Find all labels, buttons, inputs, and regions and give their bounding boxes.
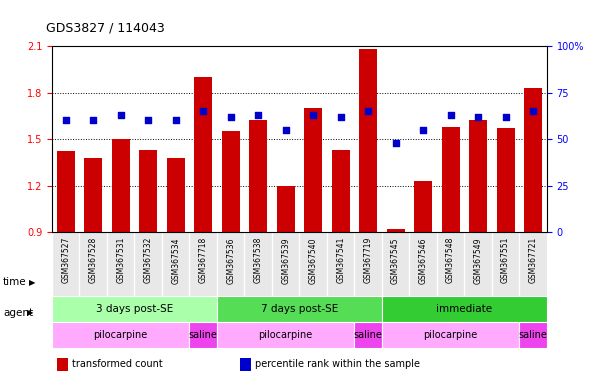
Point: [474, 114, 483, 120]
Text: 3 days post-SE: 3 days post-SE: [96, 304, 173, 314]
Point: [363, 108, 373, 114]
Bar: [442, 127, 459, 232]
Point: [391, 140, 401, 146]
Text: GSM367540: GSM367540: [309, 237, 318, 284]
Point: [529, 108, 538, 114]
Bar: [332, 150, 349, 232]
Point: [226, 114, 236, 120]
Text: GSM367551: GSM367551: [501, 237, 510, 283]
Text: GSM367531: GSM367531: [116, 237, 125, 283]
Point: [144, 118, 153, 124]
Bar: [57, 151, 75, 232]
Text: saline: saline: [519, 330, 547, 340]
Bar: [240, 358, 251, 371]
Text: GSM367545: GSM367545: [391, 237, 400, 284]
Text: GSM367539: GSM367539: [281, 237, 290, 284]
Text: pilocarpine: pilocarpine: [258, 330, 313, 340]
Text: time: time: [3, 277, 27, 287]
Point: [171, 118, 181, 124]
Bar: [112, 139, 130, 232]
Text: ▶: ▶: [29, 278, 36, 287]
Text: saline: saline: [354, 330, 382, 340]
Text: GSM367548: GSM367548: [446, 237, 455, 283]
Text: GSM367534: GSM367534: [171, 237, 180, 284]
Bar: [519, 322, 547, 348]
Text: GSM367538: GSM367538: [254, 237, 263, 283]
Bar: [277, 185, 295, 232]
Text: saline: saline: [189, 330, 218, 340]
Point: [254, 112, 263, 118]
Bar: [354, 322, 382, 348]
Bar: [194, 77, 212, 232]
Text: 7 days post-SE: 7 days post-SE: [261, 304, 338, 314]
Text: GSM367527: GSM367527: [61, 237, 70, 283]
Point: [281, 127, 291, 133]
Bar: [222, 131, 240, 232]
Text: percentile rank within the sample: percentile rank within the sample: [255, 359, 420, 369]
Text: transformed count: transformed count: [71, 359, 163, 369]
Text: GSM367536: GSM367536: [226, 237, 235, 284]
Bar: [382, 296, 547, 322]
Text: GSM367528: GSM367528: [89, 237, 98, 283]
Bar: [414, 181, 432, 232]
Bar: [469, 121, 487, 232]
Bar: [304, 108, 322, 232]
Bar: [497, 128, 514, 232]
Bar: [249, 121, 267, 232]
Bar: [524, 88, 542, 232]
Bar: [217, 322, 354, 348]
Text: GSM367718: GSM367718: [199, 237, 208, 283]
Point: [89, 118, 98, 124]
Bar: [52, 296, 217, 322]
Point: [501, 114, 511, 120]
Text: GSM367719: GSM367719: [364, 237, 373, 283]
Text: GDS3827 / 114043: GDS3827 / 114043: [46, 22, 164, 35]
Point: [309, 112, 318, 118]
Text: GSM367541: GSM367541: [336, 237, 345, 283]
Bar: [167, 158, 185, 232]
Point: [336, 114, 346, 120]
Bar: [382, 322, 519, 348]
Bar: [387, 229, 404, 232]
Text: ▶: ▶: [27, 308, 34, 318]
Bar: [57, 358, 68, 371]
Point: [198, 108, 208, 114]
Text: GSM367532: GSM367532: [144, 237, 153, 283]
Text: immediate: immediate: [436, 304, 492, 314]
Point: [116, 112, 126, 118]
Text: GSM367549: GSM367549: [474, 237, 483, 284]
Bar: [189, 322, 217, 348]
Point: [61, 118, 71, 124]
Text: GSM367721: GSM367721: [529, 237, 538, 283]
Bar: [217, 296, 382, 322]
Bar: [52, 322, 189, 348]
Text: pilocarpine: pilocarpine: [423, 330, 478, 340]
Point: [418, 127, 428, 133]
Text: pilocarpine: pilocarpine: [93, 330, 148, 340]
Text: agent: agent: [3, 308, 33, 318]
Text: GSM367546: GSM367546: [419, 237, 428, 284]
Bar: [139, 150, 157, 232]
Bar: [359, 49, 377, 232]
Point: [446, 112, 456, 118]
Bar: [84, 158, 102, 232]
